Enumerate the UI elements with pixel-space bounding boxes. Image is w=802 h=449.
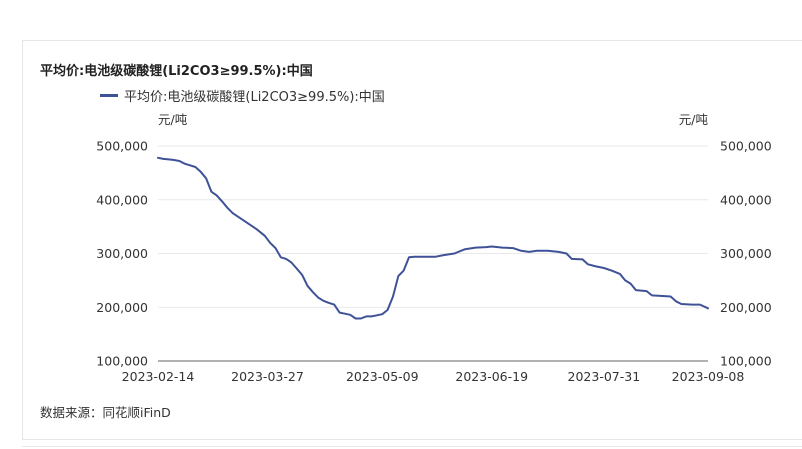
y-tick-label-left: 100,000 — [96, 354, 148, 369]
data-source: 数据来源：同花顺iFinD — [40, 405, 171, 420]
y-tick-label-left: 500,000 — [96, 139, 148, 154]
y-tick-label-right: 200,000 — [720, 300, 772, 315]
y-tick-label-right: 500,000 — [720, 139, 772, 154]
x-tick-label: 2023-05-09 — [346, 369, 419, 384]
y-axis-unit-left: 元/吨 — [158, 112, 188, 127]
x-tick-label: 2023-03-27 — [231, 369, 304, 384]
y-axis-unit-right: 元/吨 — [679, 112, 709, 127]
divider — [22, 446, 802, 447]
y-tick-label-left: 300,000 — [96, 246, 148, 261]
chart-title: 平均价:电池级碳酸锂(Li2CO3≥99.5%):中国 — [40, 64, 313, 79]
chart-legend[interactable]: 平均价:电池级碳酸锂(Li2CO3≥99.5%):中国 — [100, 86, 385, 105]
x-tick-label: 2023-02-14 — [122, 369, 195, 384]
y-tick-label-left: 200,000 — [96, 300, 148, 315]
x-tick-label: 2023-06-19 — [455, 369, 528, 384]
legend-label: 平均价:电池级碳酸锂(Li2CO3≥99.5%):中国 — [124, 90, 385, 105]
y-tick-label-left: 400,000 — [96, 192, 148, 207]
x-tick-label: 2023-07-31 — [568, 369, 641, 384]
y-tick-label-right: 300,000 — [720, 246, 772, 261]
legend-swatch — [100, 94, 118, 97]
y-tick-label-right: 400,000 — [720, 192, 772, 207]
chart-card — [22, 40, 802, 440]
series-line — [157, 156, 709, 320]
y-tick-label-right: 100,000 — [720, 354, 772, 369]
x-tick-label: 2023-09-08 — [672, 369, 745, 384]
